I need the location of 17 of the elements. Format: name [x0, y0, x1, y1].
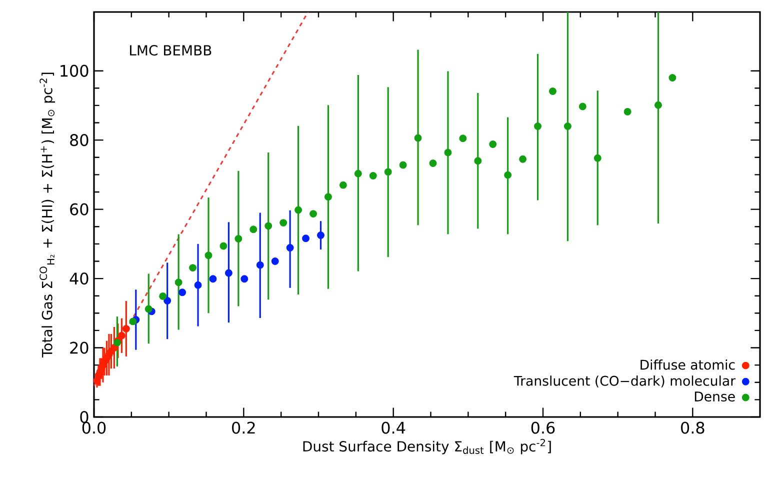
x-tick-label: 0.4 [382, 422, 406, 434]
x-tick-label: 0.2 [232, 422, 255, 434]
x-tick-label: 0.0 [82, 422, 106, 434]
y-tick-label: 0 [80, 410, 88, 424]
legend-label: Translucent (CO−dark) molecular [514, 376, 736, 388]
y-tick-label: 80 [70, 134, 88, 146]
y-tick-label: 60 [70, 203, 88, 216]
text: Total Gas Σ$^{CO}$$_{H₂}$ + Σ(HI) + Σ(H$^{+}$) [M$_{⊙}$ pc$^{-2}$] [40, 72, 56, 358]
annotation: LMC BEMBB [130, 45, 212, 56]
legend-label: Dense [694, 392, 735, 402]
y-tick-label: 40 [70, 272, 88, 285]
x-tick-label: 0.8 [681, 422, 704, 434]
y-tick-label: 20 [70, 342, 88, 354]
x-axis-title: Dust Surface Density Σ$_{dust}$ [M$_{⊙}$ pc$^{-2}$] [303, 438, 551, 454]
x-tick-label: 0.6 [531, 422, 555, 434]
y-tick-label: 100 [60, 64, 88, 77]
legend-label: Diffuse atomic [640, 359, 735, 370]
